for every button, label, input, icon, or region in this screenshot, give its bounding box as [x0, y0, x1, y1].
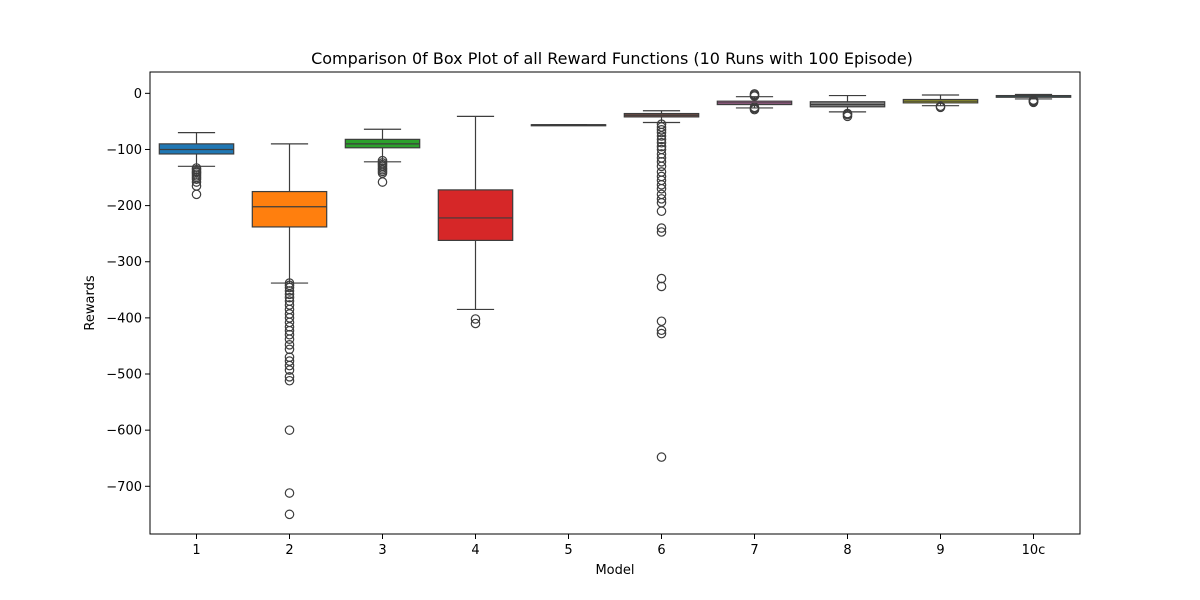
box-model-10c [995, 93, 1072, 108]
outlier-point [656, 223, 667, 233]
box-model-9 [902, 94, 979, 113]
x-tick-label: 9 [936, 543, 944, 558]
chart-title: Comparison 0f Box Plot of all Reward Fun… [311, 49, 913, 68]
outlier-point [1028, 97, 1039, 108]
outlier-point [284, 289, 295, 300]
y-tick-label: −200 [106, 199, 142, 214]
plot-frame [149, 71, 1081, 535]
y-tick-label: −600 [106, 424, 142, 439]
outlier-point [656, 125, 667, 135]
outlier-point [284, 329, 295, 340]
outlier-point [656, 183, 667, 194]
outlier-point [191, 174, 202, 185]
outlier-point [284, 375, 295, 386]
y-tick-label: −400 [106, 311, 142, 326]
x-tick-label: 8 [843, 543, 851, 558]
outlier-point [284, 360, 295, 371]
box-model-2 [251, 143, 328, 520]
x-axis-label: Model [595, 563, 634, 578]
box-model-3 [344, 128, 421, 187]
outlier-point [656, 180, 667, 190]
outlier-point [842, 111, 853, 122]
outlier-point [284, 509, 295, 520]
outlier-point [656, 127, 667, 138]
x-axis-ticks: 1 2 3 4 5 6 7 8 9 10c [192, 534, 1045, 558]
outlier-point [656, 194, 667, 204]
outlier-point [191, 177, 202, 187]
outlier-point [284, 365, 295, 375]
x-tick-label: 10c [1022, 543, 1046, 558]
box-model-7 [716, 89, 793, 115]
outlier-point [656, 206, 667, 217]
outlier-point [656, 325, 667, 336]
box-model-4 [437, 115, 514, 329]
outlier-point [656, 273, 667, 284]
outlier-point [470, 318, 481, 329]
outlier-point [935, 102, 946, 113]
y-tick-label: 0 [134, 87, 142, 102]
outlier-point [656, 227, 667, 237]
outlier-point [284, 282, 295, 293]
outlier-point [284, 372, 295, 382]
box-model-8 [809, 94, 886, 122]
outlier-point [656, 281, 667, 292]
outlier-point [656, 316, 667, 327]
box-model-6 [623, 110, 700, 462]
x-tick-label: 7 [750, 543, 758, 558]
outlier-point [191, 189, 202, 200]
x-tick-label: 5 [564, 543, 572, 558]
outlier-point [284, 425, 295, 435]
box-iqr [437, 189, 514, 242]
outlier-point [284, 286, 295, 296]
box-model-5 [530, 124, 607, 127]
outlier-point [749, 104, 760, 115]
plot-area [158, 89, 1072, 520]
outlier-point [656, 161, 667, 172]
y-tick-label: −100 [106, 143, 142, 158]
outlier-point [656, 452, 667, 462]
x-tick-label: 6 [657, 543, 665, 558]
outlier-point [470, 314, 481, 324]
outlier-point [284, 292, 295, 303]
outlier-point [284, 488, 295, 498]
outlier-point [749, 91, 760, 101]
outlier-point [656, 157, 667, 167]
y-tick-label: −500 [106, 368, 142, 383]
outlier-point [656, 328, 667, 339]
outlier-point [284, 340, 295, 350]
x-tick-label: 3 [378, 543, 386, 558]
outlier-point [656, 131, 667, 141]
y-tick-label: −300 [106, 255, 142, 270]
x-tick-label: 2 [285, 543, 293, 558]
outlier-point [377, 177, 388, 187]
outlier-point [284, 334, 295, 345]
y-axis-label: Rewards [83, 275, 98, 330]
y-axis-ticks: 0 −100 −200 −300 −400 −500 −600 −700 [106, 87, 150, 495]
box-model-1 [158, 132, 235, 200]
x-tick-label: 1 [192, 543, 200, 558]
y-tick-label: −700 [106, 480, 142, 495]
outlier-point [656, 141, 667, 152]
outlier-point [656, 137, 667, 148]
box-iqr [251, 190, 328, 228]
outlier-point [656, 134, 667, 145]
x-tick-label: 4 [471, 543, 479, 558]
